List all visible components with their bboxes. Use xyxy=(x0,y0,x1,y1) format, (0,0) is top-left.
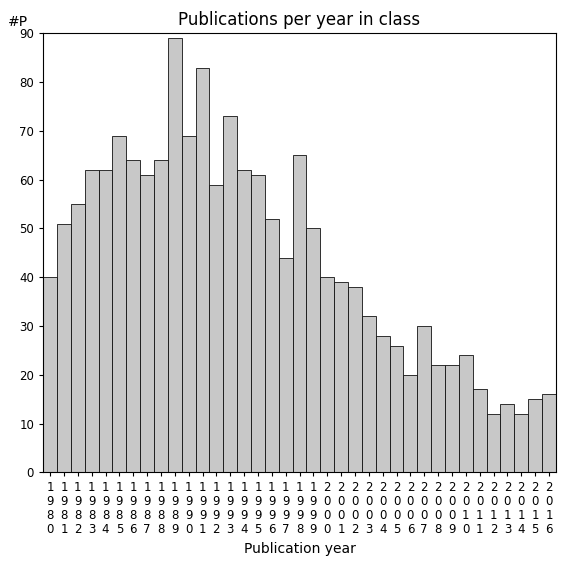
X-axis label: Publication year: Publication year xyxy=(244,542,356,556)
Bar xyxy=(168,39,182,472)
Bar xyxy=(501,404,514,472)
Bar xyxy=(473,390,486,472)
Bar xyxy=(251,175,265,472)
Bar xyxy=(486,414,501,472)
Bar xyxy=(182,136,196,472)
Bar xyxy=(154,160,168,472)
Bar xyxy=(140,175,154,472)
Y-axis label: #P: #P xyxy=(7,15,28,29)
Bar xyxy=(390,345,404,472)
Bar xyxy=(514,414,528,472)
Bar xyxy=(431,365,445,472)
Bar xyxy=(84,170,99,472)
Bar xyxy=(265,219,279,472)
Title: Publications per year in class: Publications per year in class xyxy=(179,11,421,29)
Bar xyxy=(279,258,293,472)
Bar xyxy=(43,277,57,472)
Bar xyxy=(320,277,334,472)
Bar xyxy=(459,356,473,472)
Bar xyxy=(293,155,306,472)
Bar xyxy=(223,116,237,472)
Bar xyxy=(404,375,417,472)
Bar xyxy=(112,136,126,472)
Bar xyxy=(99,170,112,472)
Bar xyxy=(196,67,209,472)
Bar xyxy=(209,185,223,472)
Bar xyxy=(334,282,348,472)
Bar xyxy=(126,160,140,472)
Bar xyxy=(348,287,362,472)
Bar xyxy=(237,170,251,472)
Bar xyxy=(528,399,542,472)
Bar xyxy=(362,316,376,472)
Bar xyxy=(445,365,459,472)
Bar xyxy=(376,336,390,472)
Bar xyxy=(542,394,556,472)
Bar xyxy=(417,326,431,472)
Bar xyxy=(306,229,320,472)
Bar xyxy=(57,223,71,472)
Bar xyxy=(71,204,84,472)
